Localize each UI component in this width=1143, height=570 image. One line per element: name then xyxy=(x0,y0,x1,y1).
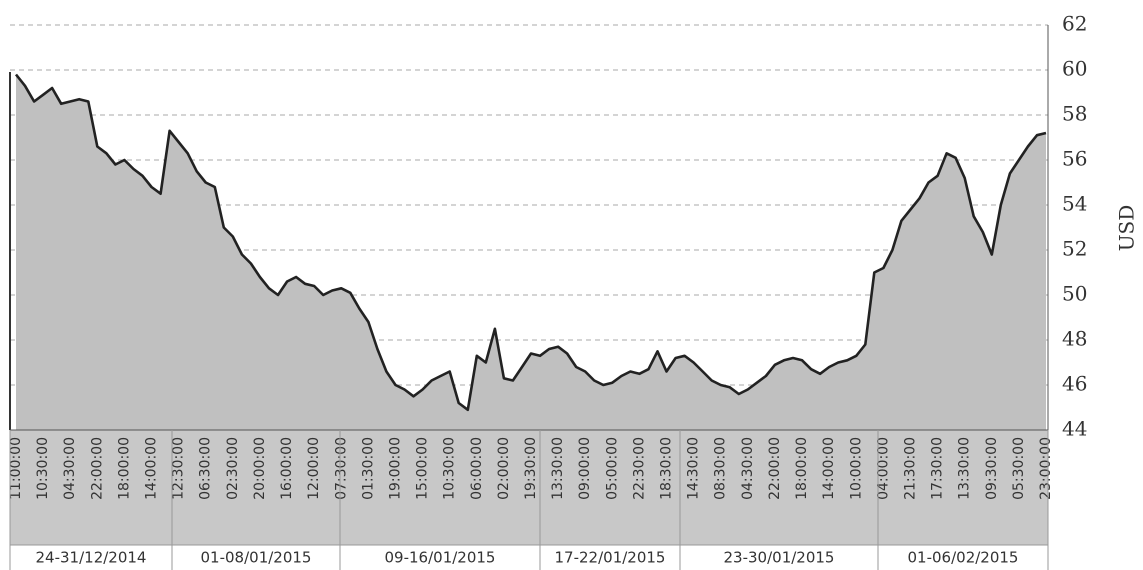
x-tick-label: 12:00:00 xyxy=(306,437,322,500)
x-tick-label: 18:30:00 xyxy=(659,437,675,500)
x-tick-label: 15:00:00 xyxy=(415,437,431,500)
y-tick-label: 60 xyxy=(1062,57,1087,81)
x-tick-label: 14:00:00 xyxy=(821,437,837,500)
y-tick-label: 50 xyxy=(1062,282,1087,306)
x-tick-label: 04:00:00 xyxy=(875,437,891,500)
x-tick-label: 19:00:00 xyxy=(387,437,403,500)
x-tick-label: 09:30:00 xyxy=(984,437,1000,500)
x-tick-label: 12:30:00 xyxy=(171,437,187,500)
x-tick-label: 22:00:00 xyxy=(767,437,783,500)
line xyxy=(14,73,1047,412)
x-tick-label: 04:30:00 xyxy=(62,437,78,500)
x-tick-label: 14:00:00 xyxy=(144,437,160,500)
x-tick-label: 16:00:00 xyxy=(279,437,295,500)
y-tick-label: 56 xyxy=(1062,147,1087,171)
x-tick-label: 05:00:00 xyxy=(604,437,620,500)
group-label: 23-30/01/2015 xyxy=(724,549,835,567)
x-tick-label: 04:30:00 xyxy=(740,437,756,500)
x-tick-label: 06:00:00 xyxy=(469,437,485,500)
y-axis-label: USD xyxy=(1115,205,1139,252)
x-tick-label: 18:00:00 xyxy=(116,437,132,500)
group-label: 01-06/02/2015 xyxy=(908,549,1019,567)
x-tick-label: 10:30:00 xyxy=(442,437,458,500)
x-tick-label: 02:00:00 xyxy=(496,437,512,500)
x-tick-label: 11:00:00 xyxy=(8,437,24,500)
x-axis-band xyxy=(10,430,1048,545)
x-tick-label: 17:30:00 xyxy=(930,437,946,500)
y-tick-label: 48 xyxy=(1062,327,1087,351)
x-tick-label: 06:30:00 xyxy=(198,437,214,500)
y-tick-label: 54 xyxy=(1062,192,1087,216)
x-tick-label: 21:30:00 xyxy=(902,437,918,500)
x-tick-label: 09:00:00 xyxy=(577,437,593,500)
x-tick-label: 22:00:00 xyxy=(89,437,105,500)
y-tick-label: 62 xyxy=(1062,12,1087,36)
x-tick-label: 10:00:00 xyxy=(848,437,864,500)
group-label: 09-16/01/2015 xyxy=(385,549,496,567)
group-label: 01-08/01/2015 xyxy=(201,549,312,567)
group-label: 24-31/12/2014 xyxy=(36,549,147,567)
x-tick-label: 05:30:00 xyxy=(1011,437,1027,500)
x-tick-label: 14:30:00 xyxy=(686,437,702,500)
x-tick-label: 07:30:00 xyxy=(333,437,349,500)
x-tick-label: 01:30:00 xyxy=(360,437,376,500)
group-label: 17-22/01/2015 xyxy=(555,549,666,567)
x-tick-label: 08:30:00 xyxy=(713,437,729,500)
x-tick-label: 18:00:00 xyxy=(794,437,810,500)
x-tick-label: 13:30:00 xyxy=(957,437,973,500)
x-tick-label: 20:00:00 xyxy=(252,437,268,500)
x-tick-label: 10:30:00 xyxy=(35,437,51,500)
y-tick-label: 46 xyxy=(1062,372,1087,396)
x-tick-label: 22:30:00 xyxy=(631,437,647,500)
y-tick-label: 52 xyxy=(1062,237,1087,261)
x-tick-label: 02:30:00 xyxy=(225,437,241,500)
area xyxy=(16,74,1046,430)
x-tick-label: 19:30:00 xyxy=(523,437,539,500)
x-tick-label: 23:00:00 xyxy=(1038,437,1054,500)
y-tick-label: 44 xyxy=(1062,417,1087,441)
x-tick-label: 13:30:00 xyxy=(550,437,566,500)
y-tick-label: 58 xyxy=(1062,102,1087,126)
